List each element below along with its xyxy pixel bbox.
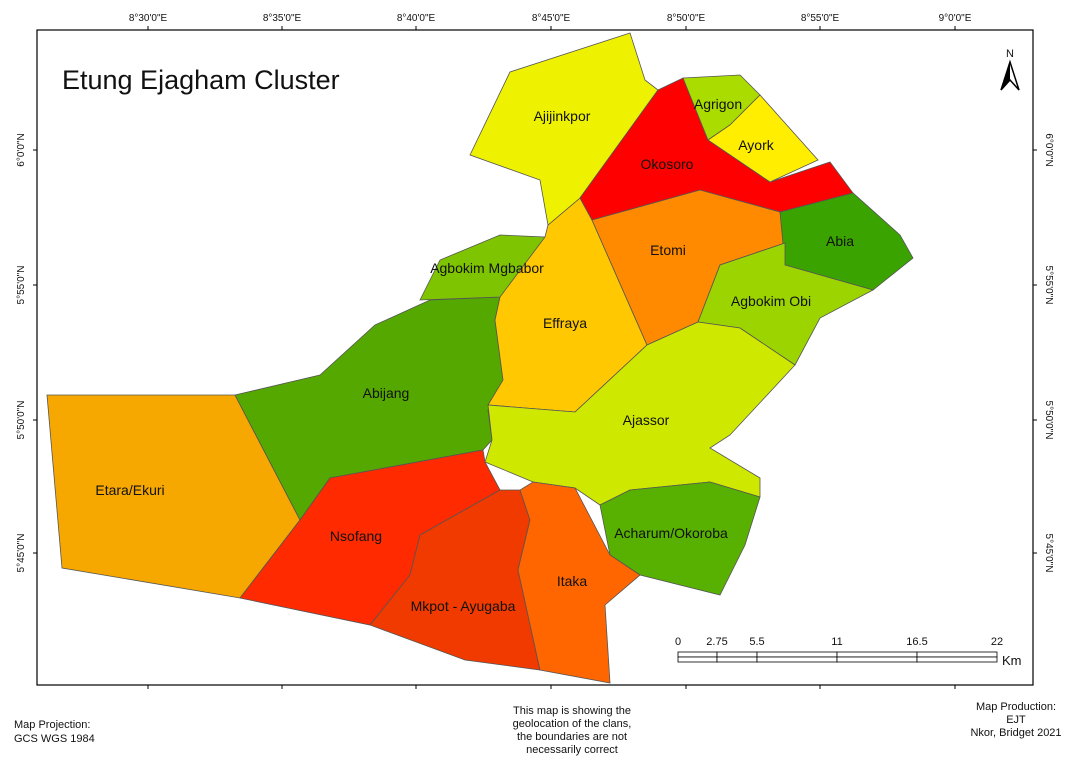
latitude-label: 5°50'0"N — [1043, 401, 1054, 440]
longitude-label: 8°55'0"E — [801, 13, 840, 24]
scale-segment — [836, 656, 918, 663]
region — [517, 481, 641, 684]
longitude-label: 8°30'0"E — [129, 13, 168, 24]
scale-unit: Km — [1002, 653, 1022, 668]
region-label: Acharum/Okoroba — [614, 525, 728, 541]
region-label: Effraya — [543, 315, 587, 331]
longitude-label: 8°50'0"E — [667, 13, 706, 24]
scale-segment — [677, 656, 718, 663]
latitude-label: 6°0'0"N — [16, 133, 27, 166]
scale-label: 16.5 — [906, 636, 927, 648]
projection-value: GCS WGS 1984 — [14, 733, 95, 745]
scale-segment — [916, 656, 998, 663]
scale-label: 5.5 — [749, 636, 764, 648]
latitude-label: 5°45'0"N — [16, 534, 27, 573]
region-label: Agbokim Mgbabor — [430, 260, 544, 276]
scale-label: 11 — [831, 636, 842, 648]
coordinate-labels: 8°30'0"E 8°35'0"E 8°40'0"E 8°45'0"E 8°50'0"E… — [16, 13, 1054, 689]
region-label: Ajijinkpor — [534, 108, 591, 124]
note-line: This map is showing the — [513, 705, 631, 717]
scale-label: 0 — [675, 636, 681, 648]
scale-segment — [756, 651, 838, 658]
latitude-label: 6°0'0"N — [1043, 133, 1054, 166]
region-label: Nsofang — [330, 528, 382, 544]
scale-segment — [716, 651, 758, 658]
latitude-label: 5°55'0"N — [16, 266, 27, 305]
region-label: Agrigon — [694, 96, 742, 112]
region-label: Ajassor — [623, 412, 670, 428]
projection-heading: Map Projection: — [14, 719, 90, 731]
region-label: Abijang — [363, 385, 410, 401]
north-label: N — [1006, 48, 1014, 60]
scale-label: 2.75 — [706, 636, 727, 648]
longitude-label: 8°40'0"E — [397, 13, 436, 24]
scale-segment — [716, 656, 758, 663]
note-line: necessarily correct — [526, 744, 618, 756]
region-label: Abia — [826, 233, 854, 249]
scale-segment — [677, 651, 718, 658]
production-line: Map Production: — [976, 701, 1056, 713]
footer: Map Projection: GCS WGS 1984 This map is s… — [14, 701, 1062, 756]
region — [707, 94, 819, 183]
north-arrow: N — [1000, 48, 1020, 91]
region-label: Itaka — [557, 573, 588, 589]
region-label: Okosoro — [641, 156, 694, 172]
scale-segment — [836, 651, 918, 658]
regions: Etara/Ekuri Abijang Agbokim Mgbabor Effraya… — [46, 32, 914, 684]
region-label: Ayork — [738, 137, 775, 153]
region-label: Agbokim Obi — [731, 293, 811, 309]
production-line: EJT — [1006, 714, 1026, 726]
longitude-label: 8°45'0"E — [532, 13, 571, 24]
note-line: the boundaries are not — [517, 731, 627, 743]
longitude-label: 9°0'0"E — [939, 13, 972, 24]
scale-segment — [756, 656, 838, 663]
longitude-label: 8°35'0"E — [263, 13, 302, 24]
latitude-label: 5°45'0"N — [1043, 534, 1054, 573]
region-label: Etara/Ekuri — [95, 482, 164, 498]
production-line: Nkor, Bridget 2021 — [970, 727, 1061, 739]
latitude-label: 5°55'0"N — [1043, 266, 1054, 305]
region-label: Etomi — [650, 242, 686, 258]
north-arrow-half — [1001, 62, 1010, 90]
latitude-label: 5°50'0"N — [16, 401, 27, 440]
map-title: Etung Ejagham Cluster — [62, 65, 340, 95]
note-line: geolocation of the clans, — [513, 718, 632, 730]
region-label: Mkpot - Ayugaba — [411, 598, 516, 614]
scale-label: 22 — [991, 636, 1003, 648]
scale-segment — [916, 651, 998, 658]
scale-bar: 0 2.75 5.5 11 16.5 22 Km — [675, 636, 1022, 668]
